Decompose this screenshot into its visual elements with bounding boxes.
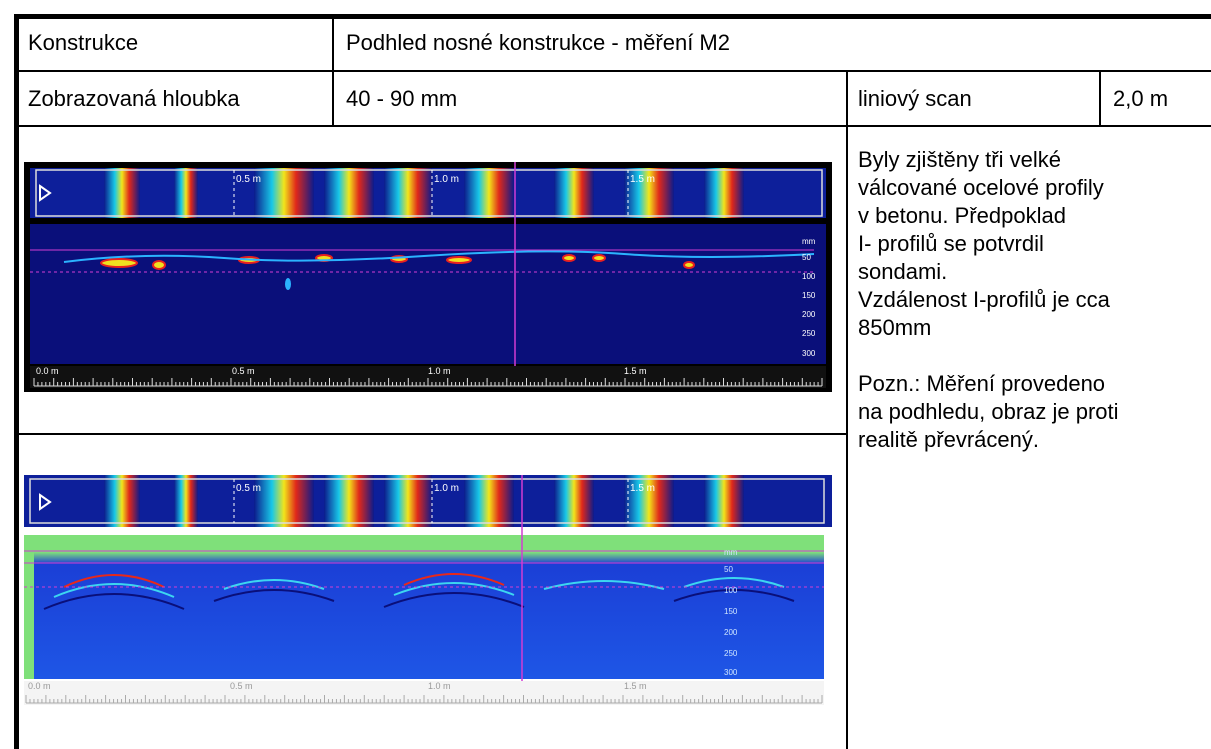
image-divider xyxy=(14,433,847,435)
label-hloubka: Zobrazovaná hloubka xyxy=(28,86,240,111)
radar-scan-image-2: 0.5 m 1.0 m 1.5 m xyxy=(24,475,832,711)
ruler-label: 0.0 m xyxy=(36,366,59,376)
top-marker-label: 1.5 m xyxy=(630,483,655,494)
value-scan-length: 2,0 m xyxy=(1113,86,1169,111)
depth-tick-label: 250 xyxy=(724,649,738,658)
depth-tick-label: 150 xyxy=(802,291,816,300)
depth-tick-label: mm xyxy=(724,548,738,557)
depth-tick-label: 150 xyxy=(724,607,738,616)
row-divider xyxy=(14,125,1211,127)
depth-tick-label: 100 xyxy=(724,586,738,595)
depth-tick-label: 200 xyxy=(724,628,738,637)
depth-tick-label: 300 xyxy=(802,349,816,358)
depth-tick-label: mm xyxy=(802,237,816,246)
top-marker-label: 0.5 m xyxy=(236,483,261,494)
ruler-label: 1.0 m xyxy=(428,366,451,376)
top-marker-label: 1.5 m xyxy=(630,174,655,185)
top-marker-label: 0.5 m xyxy=(236,174,261,185)
column-divider xyxy=(846,70,848,749)
table-frame xyxy=(14,14,1211,749)
top-marker-label: 1.0 m xyxy=(434,174,459,185)
label-konstrukce: Konstrukce xyxy=(28,30,139,55)
ruler-label: 1.0 m xyxy=(428,681,451,691)
column-divider xyxy=(332,14,334,126)
ruler-label: 0.5 m xyxy=(232,366,255,376)
ruler-label: 1.5 m xyxy=(624,681,647,691)
depth-tick-label: 50 xyxy=(724,565,733,574)
value-konstrukce: Podhled nosné konstrukce - měření M2 xyxy=(346,30,730,55)
depth-tick-label: 100 xyxy=(802,272,816,281)
value-hloubka: 40 - 90 mm xyxy=(346,86,458,111)
depth-tick-label: 300 xyxy=(724,668,738,677)
ruler-label: 0.0 m xyxy=(28,681,51,691)
depth-tick-label: 250 xyxy=(802,329,816,338)
findings-note: Byly zjištěny tři velké válcované ocelov… xyxy=(858,147,1119,452)
radar-scan-image-1: 0.5 m 1.0 m 1.5 m mm xyxy=(24,162,832,392)
row-divider xyxy=(14,70,1211,72)
ruler-label: 1.5 m xyxy=(624,366,647,376)
depth-tick-label: 50 xyxy=(802,253,811,262)
ruler-label: 0.5 m xyxy=(230,681,253,691)
top-marker-label: 1.0 m xyxy=(434,483,459,494)
column-divider xyxy=(1099,70,1101,126)
label-scan-type: liniový scan xyxy=(858,86,972,111)
depth-tick-label: 200 xyxy=(802,310,816,319)
